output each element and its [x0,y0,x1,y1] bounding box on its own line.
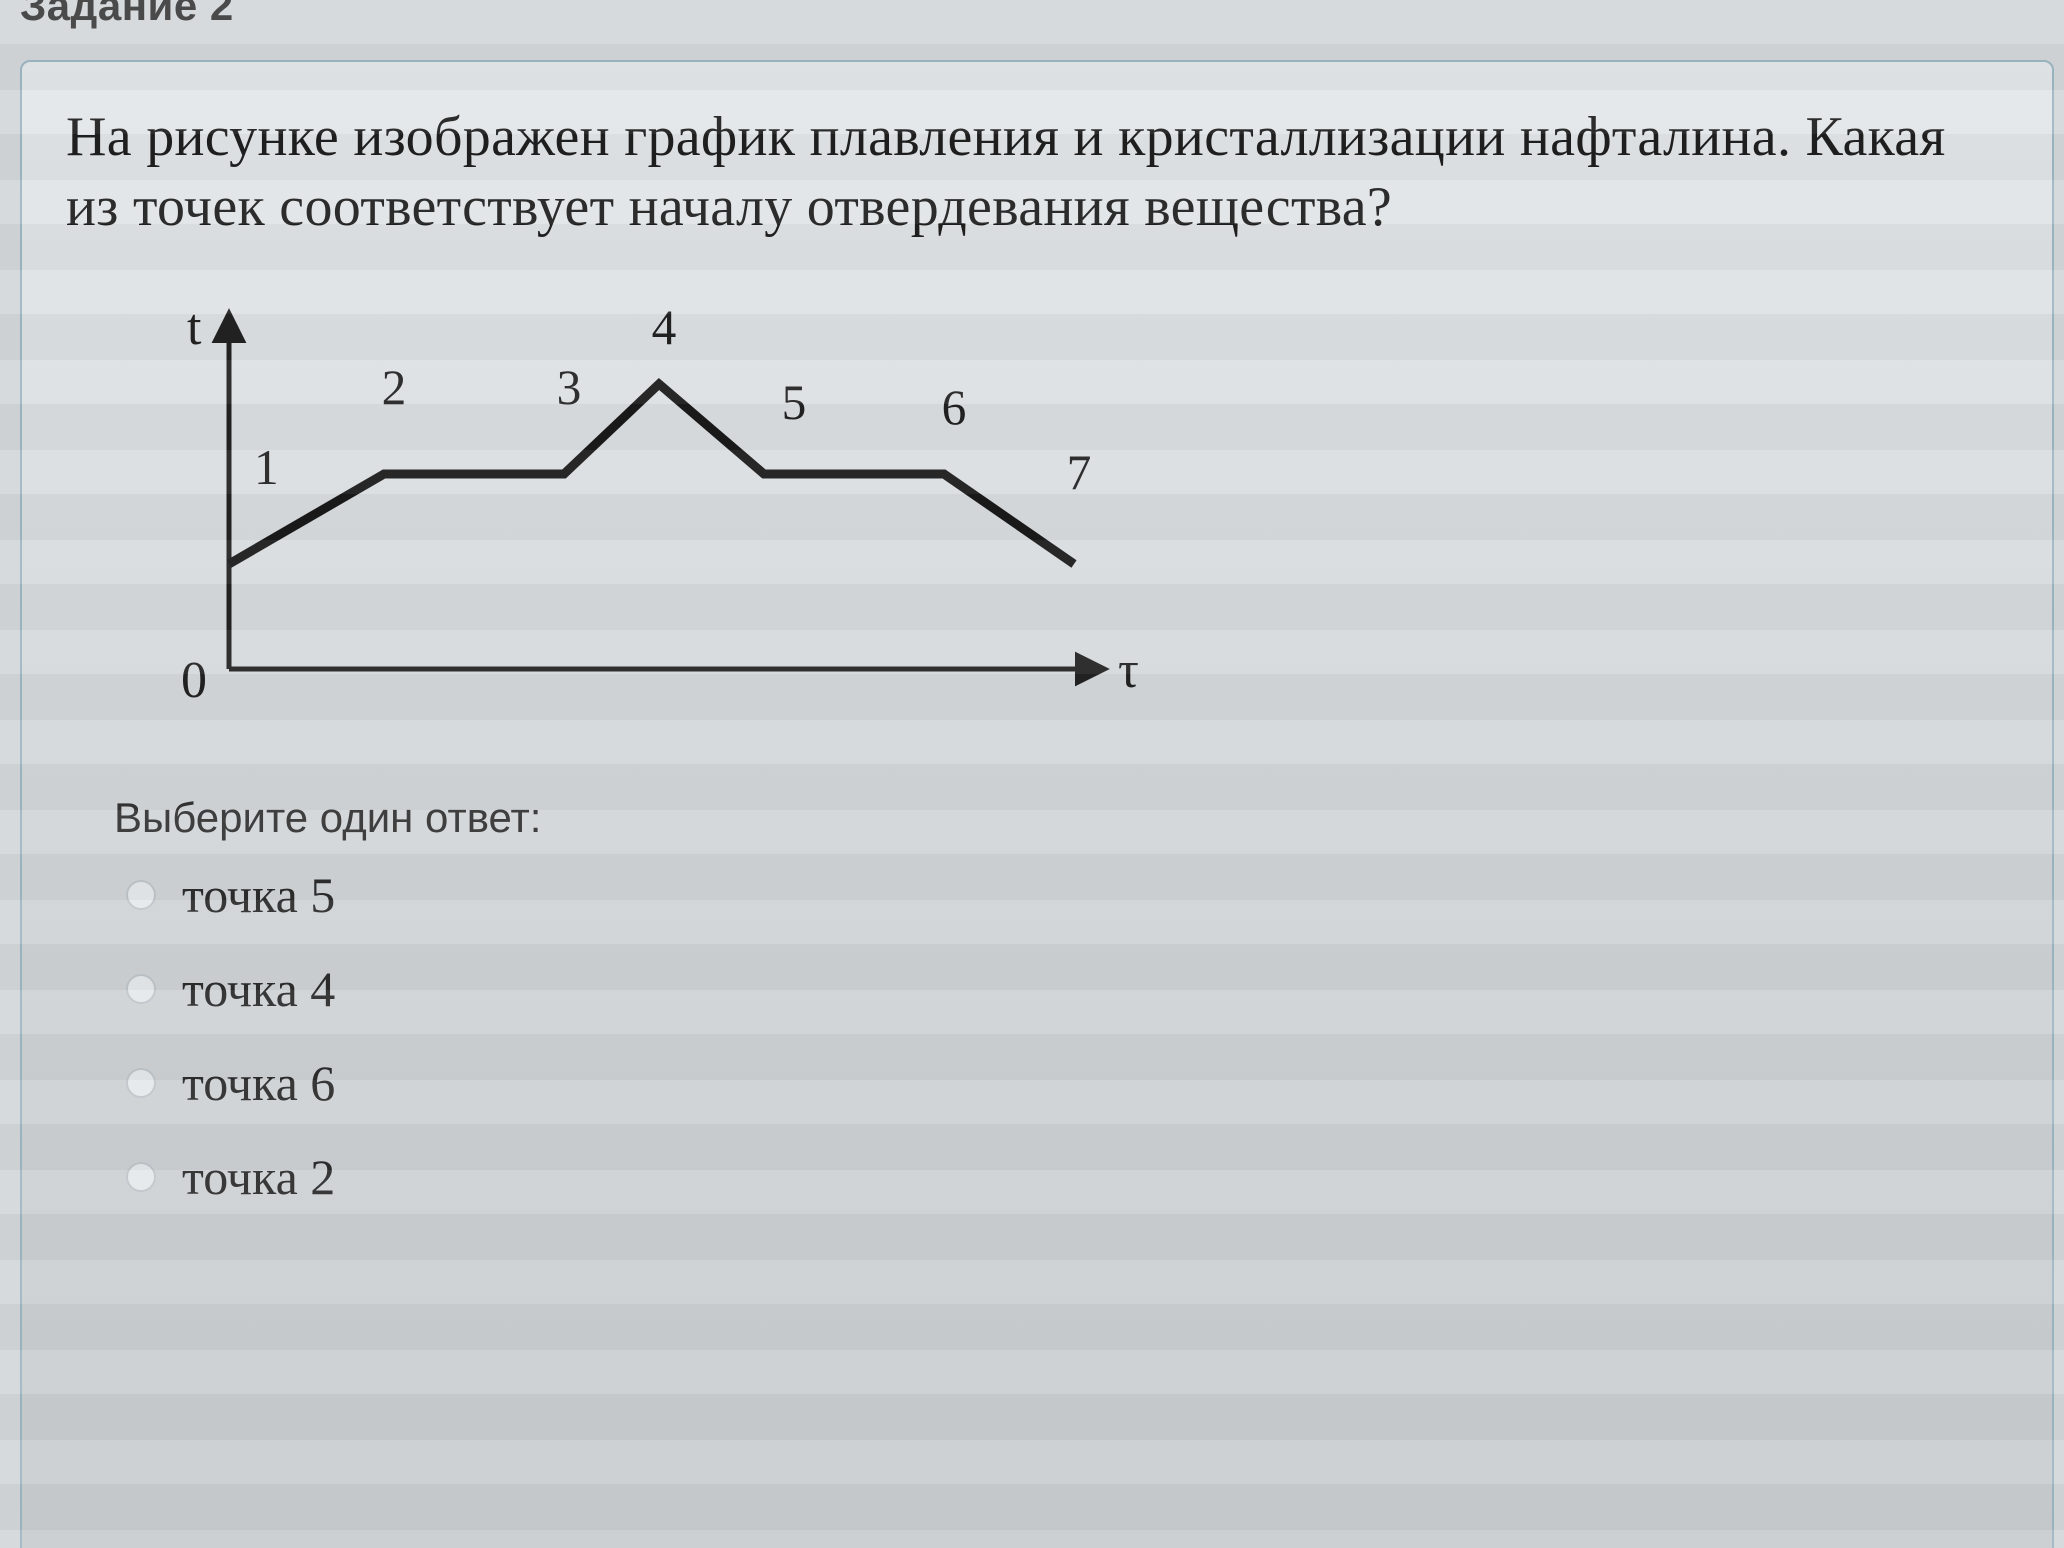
choose-one-prompt: Выберите один ответ: [114,794,2008,842]
phase-chart: 0 t τ 1 2 3 4 5 6 7 [94,284,1154,744]
svg-text:4: 4 [652,300,677,355]
option-row[interactable]: точка 4 [126,960,2008,1018]
svg-text:6: 6 [942,380,967,435]
question-card: На рисунке изображен график плавления и … [20,60,2054,1548]
radio-icon[interactable] [126,1162,156,1192]
phase-chart-svg: 0 t τ 1 2 3 4 5 6 7 [94,284,1154,744]
options-group: точка 5 точка 4 точка 6 точка 2 [126,866,2008,1206]
option-row[interactable]: точка 5 [126,866,2008,924]
option-label: точка 6 [182,1054,335,1112]
radio-icon[interactable] [126,1068,156,1098]
svg-text:2: 2 [382,360,407,415]
svg-text:7: 7 [1067,445,1092,500]
svg-text:τ: τ [1118,642,1139,699]
task-title: Задание 2 [20,0,234,30]
option-row[interactable]: точка 6 [126,1054,2008,1112]
radio-icon[interactable] [126,880,156,910]
svg-text:1: 1 [254,440,279,495]
svg-text:5: 5 [782,375,807,430]
svg-text:0: 0 [181,652,207,709]
option-label: точка 5 [182,866,335,924]
svg-text:3: 3 [557,360,582,415]
option-label: точка 4 [182,960,335,1018]
question-text: На рисунке изображен график плавления и … [66,102,2008,242]
radio-icon[interactable] [126,974,156,1004]
svg-text:t: t [187,299,202,356]
option-row[interactable]: точка 2 [126,1148,2008,1206]
option-label: точка 2 [182,1148,335,1206]
